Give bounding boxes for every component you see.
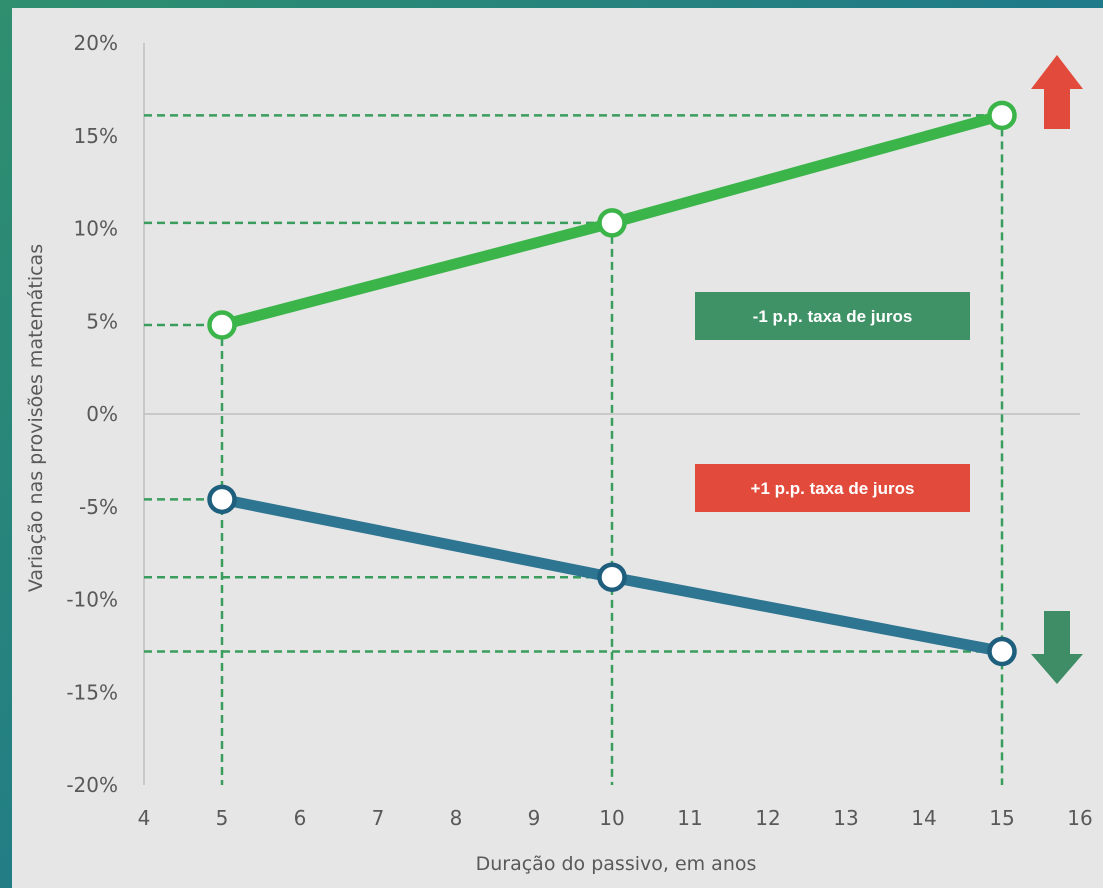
x-tick-label: 5 <box>216 806 229 830</box>
y-tick-label: 20% <box>74 31 118 55</box>
y-tick-label: 10% <box>74 217 118 241</box>
minus-label-box <box>695 292 970 340</box>
down-arrow-icon <box>1031 611 1083 684</box>
annotations: -1 p.p. taxa de juros +1 p.p. taxa de jur… <box>695 55 1083 684</box>
data-point-plus <box>987 636 1017 667</box>
data-point-minus <box>207 310 237 340</box>
y-tick-label: -5% <box>79 495 118 519</box>
x-tick-label: 6 <box>294 806 307 830</box>
x-tick-label: 10 <box>599 806 624 830</box>
x-tick-label: 14 <box>911 806 936 830</box>
y-tick-label: 15% <box>74 124 118 148</box>
axes: 20% 15% 10% 5% 0% -5% -10% -15% -20% 4 5 6 7 8 9 10 11 12… <box>66 31 1092 830</box>
y-tick-label: 0% <box>86 402 118 426</box>
guide-lines <box>144 114 1004 785</box>
x-tick-label: 7 <box>372 806 385 830</box>
minus-label-text: -1 p.p. taxa de juros <box>753 307 913 326</box>
x-tick-label: 15 <box>989 806 1014 830</box>
y-tick-label: -15% <box>66 680 118 704</box>
x-tick-label: 13 <box>833 806 858 830</box>
data-point-minus <box>597 208 627 238</box>
data-point-plus <box>597 562 627 592</box>
x-tick-label: 12 <box>755 806 780 830</box>
x-axis-title: Duração do passivo, em anos <box>476 853 757 875</box>
series-layer <box>207 100 1017 667</box>
x-tick-label: 4 <box>138 806 151 830</box>
line-chart: 20% 15% 10% 5% 0% -5% -10% -15% -20% 4 5 6 7 8 9 10 11 12… <box>25 31 1093 875</box>
y-tick-label: -10% <box>66 588 118 612</box>
chart-frame: 20% 15% 10% 5% 0% -5% -10% -15% -20% 4 5 6 7 8 9 10 11 12… <box>12 8 1103 888</box>
x-tick-label: 9 <box>528 806 541 830</box>
y-axis-title: Variação nas provisões matemáticas <box>25 244 47 592</box>
plus-label-box <box>695 464 970 512</box>
y-tick-label: 5% <box>86 309 118 333</box>
x-tick-label: 16 <box>1067 806 1092 830</box>
data-point-minus <box>987 100 1017 131</box>
x-tick-label: 8 <box>450 806 463 830</box>
data-point-plus <box>207 484 237 515</box>
plus-label-text: +1 p.p. taxa de juros <box>751 479 915 498</box>
up-arrow-icon <box>1031 55 1083 129</box>
y-tick-label: -20% <box>66 773 118 797</box>
x-tick-label: 11 <box>677 806 702 830</box>
